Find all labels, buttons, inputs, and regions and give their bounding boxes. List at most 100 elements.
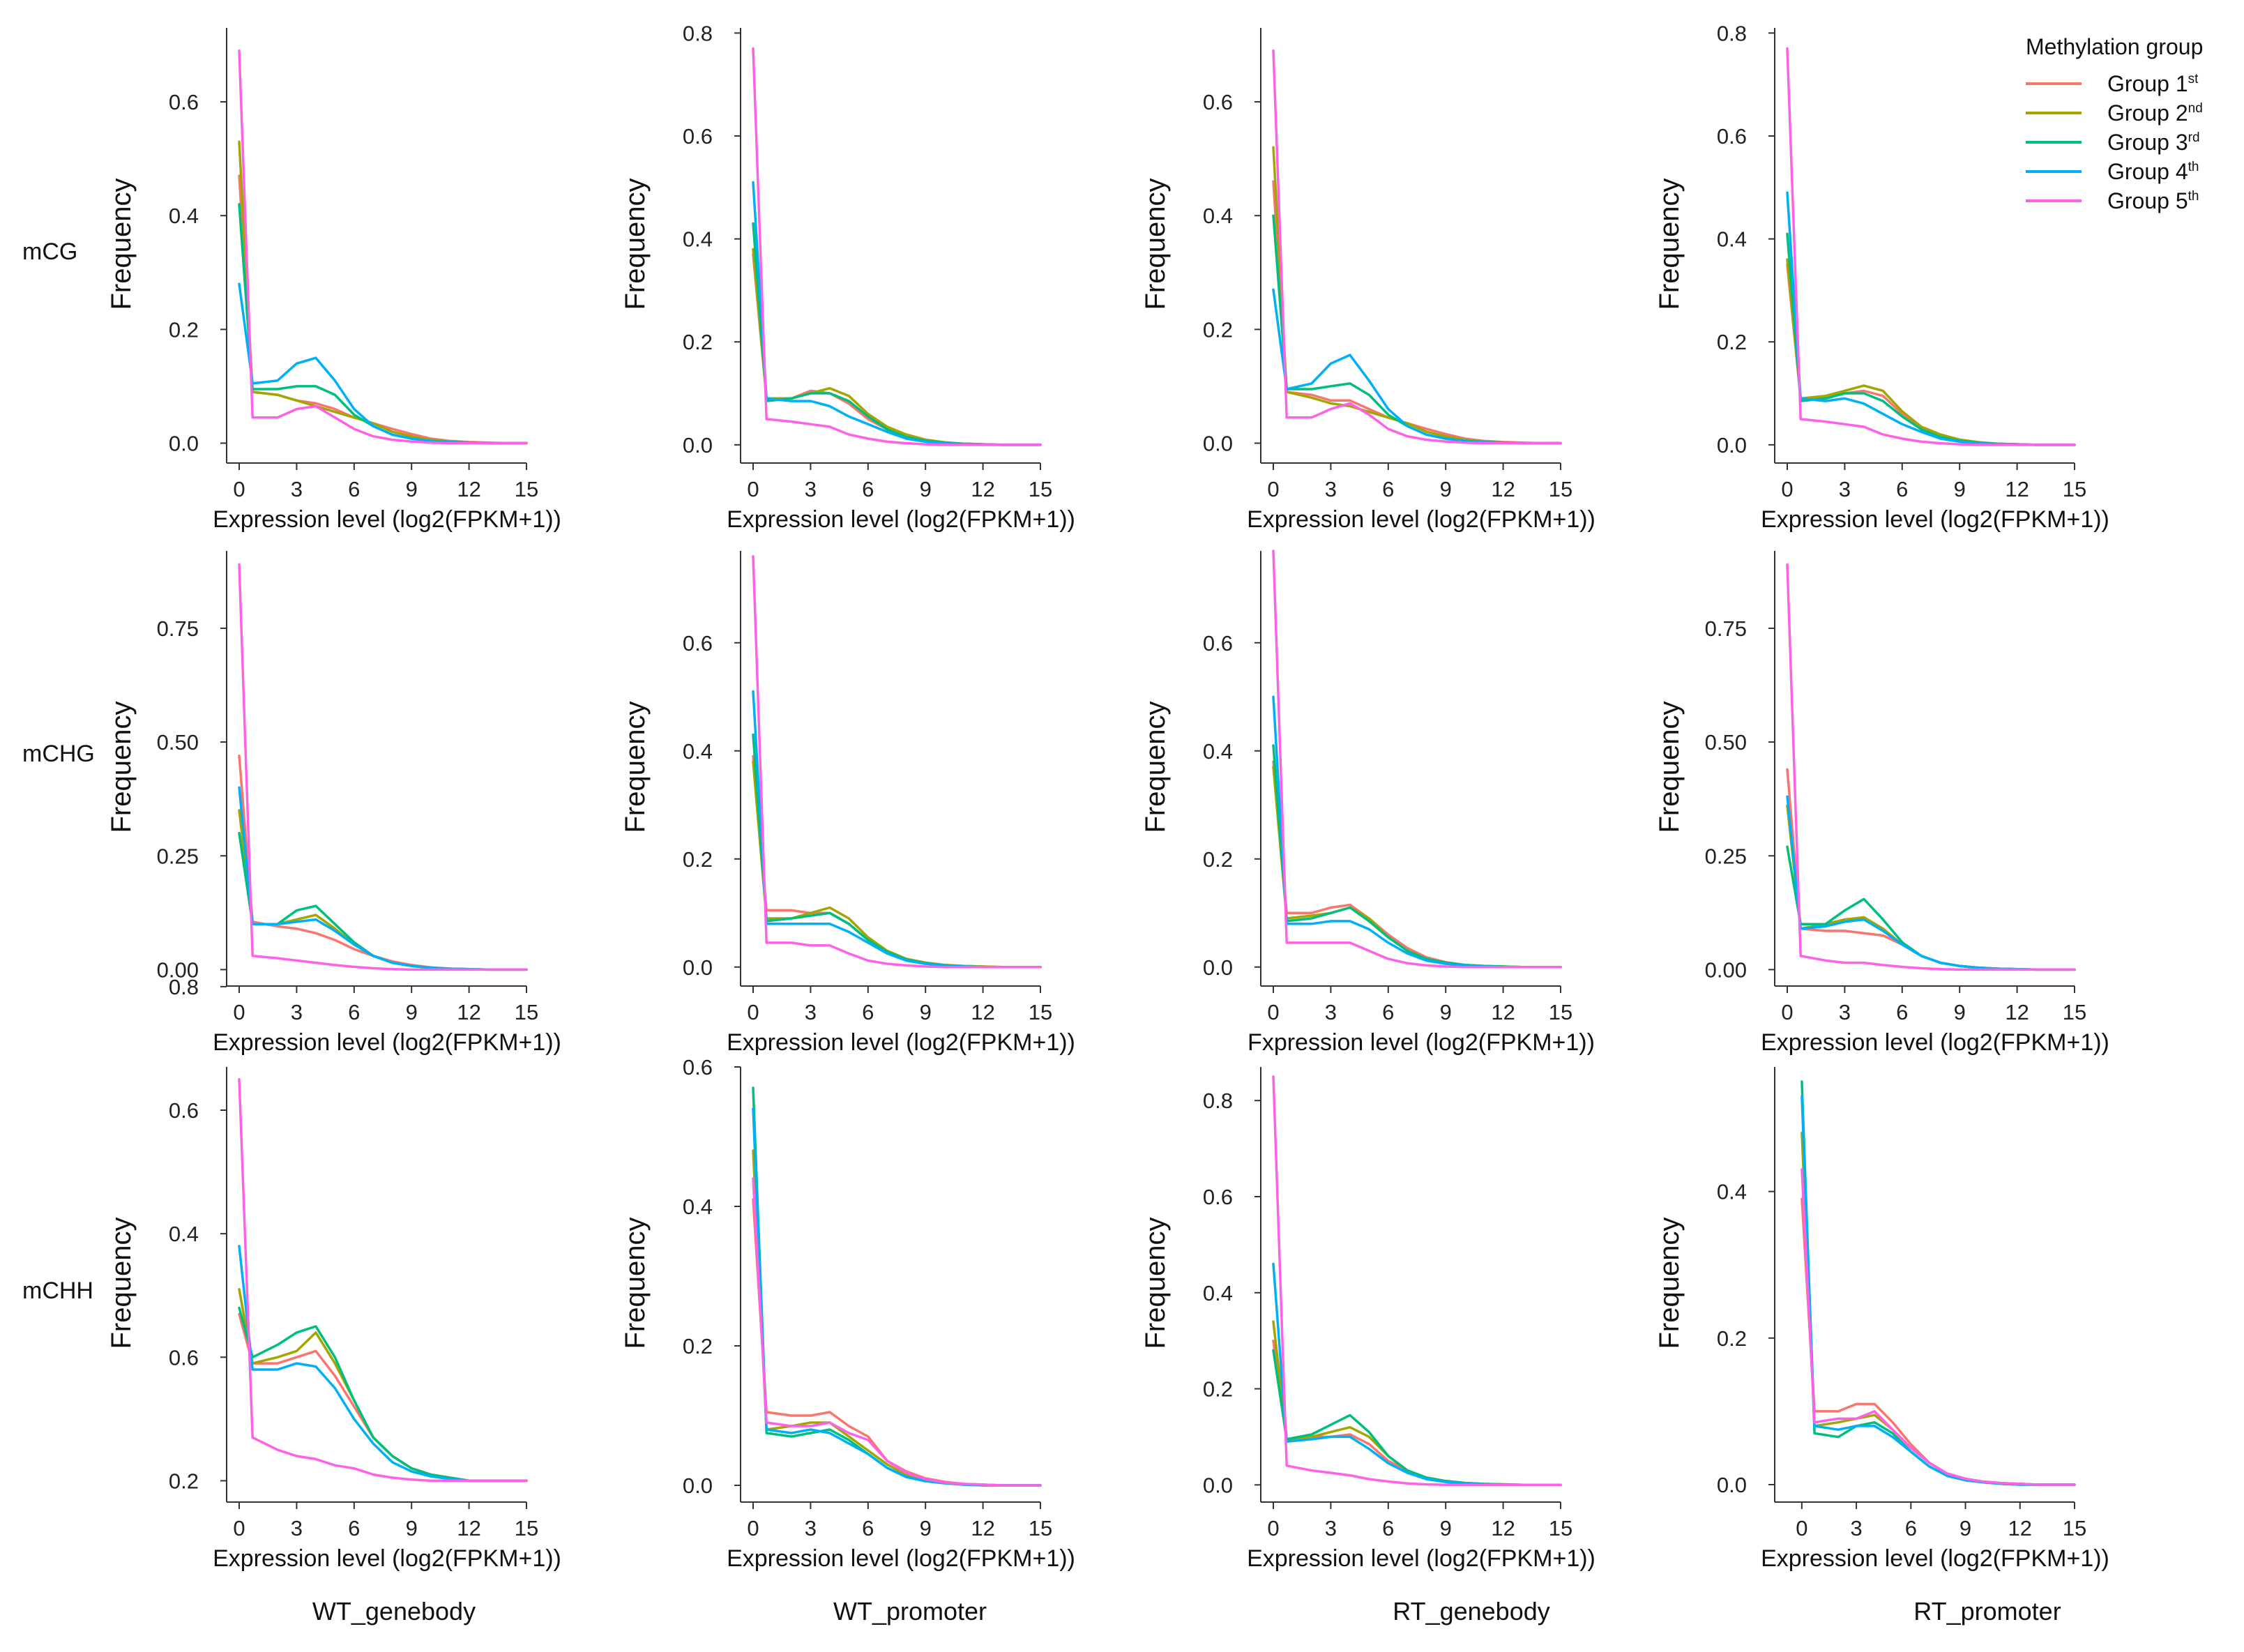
x-tick-label: 15 [1549, 1516, 1572, 1540]
series-line-group-2 [1272, 766, 1562, 969]
y-axis-title: Frequency [1654, 179, 1685, 310]
y-tick-label: 0.75 [1705, 616, 1747, 641]
series-line-group-4 [1272, 1262, 1562, 1487]
x-tick-label: 3 [1325, 1516, 1337, 1540]
y-axis-title: Frequency [106, 179, 137, 310]
y-tick-label: 0.6 [169, 1098, 199, 1123]
series-line-group-5 [238, 49, 528, 445]
y-tick-label: 0.6 [683, 631, 713, 656]
y-tick-label: 0.00 [1705, 957, 1747, 982]
series-line-group-5 [1272, 1075, 1562, 1487]
series-line-group-4 [1272, 695, 1562, 969]
series-line-group-2 [238, 809, 528, 971]
x-tick-label: 15 [1029, 477, 1052, 501]
x-tick-label: 0 [233, 1000, 245, 1024]
x-tick-label: 9 [920, 477, 932, 501]
legend-label-text: Group 1 [2107, 71, 2188, 96]
panel-mcg-wt-promoter: 0.0 0.2 0.4 0.6 0.8 0 3 6 9 12 15 Expression level … [620, 21, 1075, 533]
x-tick-label: 12 [1491, 1000, 1515, 1024]
y-tick-label: 0.8 [1203, 1089, 1233, 1113]
y-axis-title: Frequency [1140, 179, 1171, 310]
panel-mchg-rt-genebody: 0.0 0.2 0.4 0.6 0 3 6 9 12 15 Fxpression level (lo… [1140, 550, 1595, 1056]
legend-label-group-4: Group 4th [2107, 159, 2199, 184]
x-tick-label: 3 [1850, 1516, 1862, 1540]
y-tick-label: 0.0 [1717, 433, 1747, 457]
x-tick-label: 9 [1954, 1000, 1966, 1024]
y-tick-label: 0.4 [683, 1195, 713, 1219]
series-line-group-2 [1786, 258, 2076, 446]
x-tick-label: 6 [1896, 477, 1908, 501]
y-tick-label: 0.0 [683, 955, 713, 980]
y-tick-label: 0.4 [169, 1222, 199, 1246]
y-axis-title: Frequency [1654, 702, 1685, 833]
legend-title: Methylation group [2026, 34, 2203, 59]
series-line-group-5 [1272, 49, 1562, 445]
y-tick-label: 0.6 [1203, 1185, 1233, 1209]
series-line-group-2 [1800, 1131, 2076, 1486]
x-axis-title: Expression level (log2(FPKM+1)) [1761, 506, 2109, 533]
x-tick-label: 3 [1839, 477, 1851, 501]
x-tick-label: 15 [1029, 1000, 1052, 1024]
y-tick-label: 0.2 [1203, 317, 1233, 342]
y-tick-label: 0.8 [169, 975, 199, 999]
series-line-group-1 [1786, 263, 2076, 446]
series-line-group-1 [752, 253, 1042, 446]
x-tick-label: 3 [805, 477, 817, 501]
series-line-group-3 [238, 1306, 528, 1483]
legend-label-group-3: Group 3rd [2107, 130, 2200, 155]
x-tick-label: 12 [1491, 1516, 1515, 1540]
series-line-group-3 [1272, 214, 1562, 445]
legend-label-superscript: th [2188, 160, 2199, 174]
x-tick-label: 3 [1839, 1000, 1851, 1024]
y-tick-label: 0.0 [683, 433, 713, 457]
y-tick-label: 0.0 [1203, 955, 1233, 980]
y-tick-label: 0.6 [1717, 124, 1747, 149]
panel-mchg-wt-genebody: 0.00 0.25 0.50 0.75 0 3 6 9 12 15 Expression level… [106, 551, 561, 1056]
series-line-group-1 [1272, 1339, 1562, 1487]
x-axis-title: Expression level (log2(FPKM+1)) [1247, 506, 1595, 533]
y-tick-label: 0.2 [1717, 1326, 1747, 1351]
x-tick-label: 0 [1267, 1000, 1279, 1024]
x-tick-label: 3 [291, 1000, 303, 1024]
series-line-group-4 [1272, 288, 1562, 445]
y-tick-label: 0.2 [1203, 1377, 1233, 1402]
x-tick-label: 9 [1954, 477, 1966, 501]
x-tick-label: 0 [1781, 477, 1793, 501]
x-tick-label: 6 [1382, 477, 1394, 501]
x-tick-label: 12 [1491, 477, 1515, 501]
series-line-group-5 [752, 555, 1042, 969]
column-label-wt-genebody: WT_genebody [312, 1597, 476, 1626]
x-tick-label: 15 [1549, 1000, 1572, 1024]
y-tick-label: 0.6 [1203, 631, 1233, 656]
legend-label-text: Group 4 [2107, 159, 2188, 184]
y-tick-label: 0.75 [157, 616, 199, 641]
series-line-group-4 [1786, 191, 2076, 446]
x-tick-label: 12 [2005, 477, 2029, 501]
x-axis-title: Expression level (log2(FPKM+1)) [727, 1545, 1075, 1572]
legend-label-text: Group 5 [2107, 188, 2188, 213]
x-axis-title: Fxpression level (log2(FPKM+1)) [1248, 1029, 1595, 1056]
panel-mchh-wt-promoter: 0.0 0.2 0.4 0.6 0 3 6 9 12 15 Expression level (lo… [620, 1055, 1075, 1572]
column-label-wt-promoter: WT_promoter [833, 1597, 987, 1626]
x-tick-label: 9 [1959, 1516, 1971, 1540]
x-tick-label: 6 [862, 1516, 874, 1540]
series-line-group-1 [752, 1198, 1042, 1487]
row-label-mcg: mCG [22, 238, 77, 265]
column-labels: WT_genebody WT_promoter RT_genebody RT_prom… [312, 1597, 2061, 1626]
x-tick-label: 0 [1796, 1516, 1807, 1540]
x-tick-label: 9 [406, 1000, 418, 1024]
y-tick-label: 0.4 [1203, 1281, 1233, 1305]
x-tick-label: 15 [515, 1516, 538, 1540]
x-tick-label: 12 [971, 1516, 994, 1540]
y-tick-label: 0.2 [169, 1469, 199, 1493]
y-tick-label: 0.00 [157, 957, 199, 982]
x-tick-label: 6 [862, 477, 874, 501]
panel-mchh-rt-genebody: 0.0 0.2 0.4 0.6 0.8 0 3 6 9 12 15 Expression level … [1140, 1067, 1595, 1572]
x-tick-label: 12 [971, 1000, 994, 1024]
legend-label-group-1: Group 1st [2107, 71, 2199, 96]
x-axis-title: Expression level (log2(FPKM+1)) [1761, 1029, 2109, 1056]
x-tick-label: 12 [971, 477, 994, 501]
y-axis-title: Frequency [106, 702, 137, 833]
y-axis-title: Frequency [620, 702, 651, 833]
